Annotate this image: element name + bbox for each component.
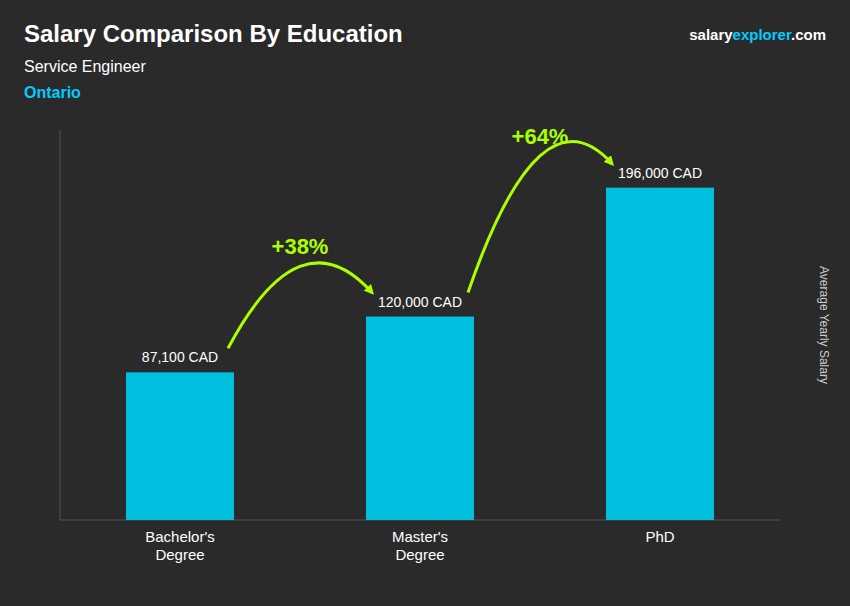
category-label: Bachelor'sDegree [145,528,215,563]
website-part: salary [689,26,733,43]
growth-label: +38% [272,234,329,259]
bars [126,188,714,520]
website: salaryexplorer.com [689,26,826,43]
subtitle: Service Engineer [24,58,147,75]
category-label: Master'sDegree [392,528,448,563]
chart: Salary Comparison By Education Service En… [0,0,850,606]
data-label: 120,000 CAD [378,294,462,310]
y-axis-label: Average Yearly Salary [817,266,831,384]
growth-label: +64% [512,124,569,149]
category-label: PhD [645,528,674,545]
title: Salary Comparison By Education [24,20,403,47]
bar [126,372,234,520]
bar [366,317,474,520]
growth-arrow [228,263,372,348]
data-label: 87,100 CAD [142,349,218,365]
growth-arrow [468,141,612,292]
background [0,0,850,606]
chart-container: Salary Comparison By Education Service En… [0,0,850,606]
y-axis-line [60,130,61,520]
website-part: explorer [733,26,792,43]
website-part: .com [791,26,826,43]
data-label: 196,000 CAD [618,165,702,181]
region: Ontario [24,84,81,101]
bar [606,188,714,520]
